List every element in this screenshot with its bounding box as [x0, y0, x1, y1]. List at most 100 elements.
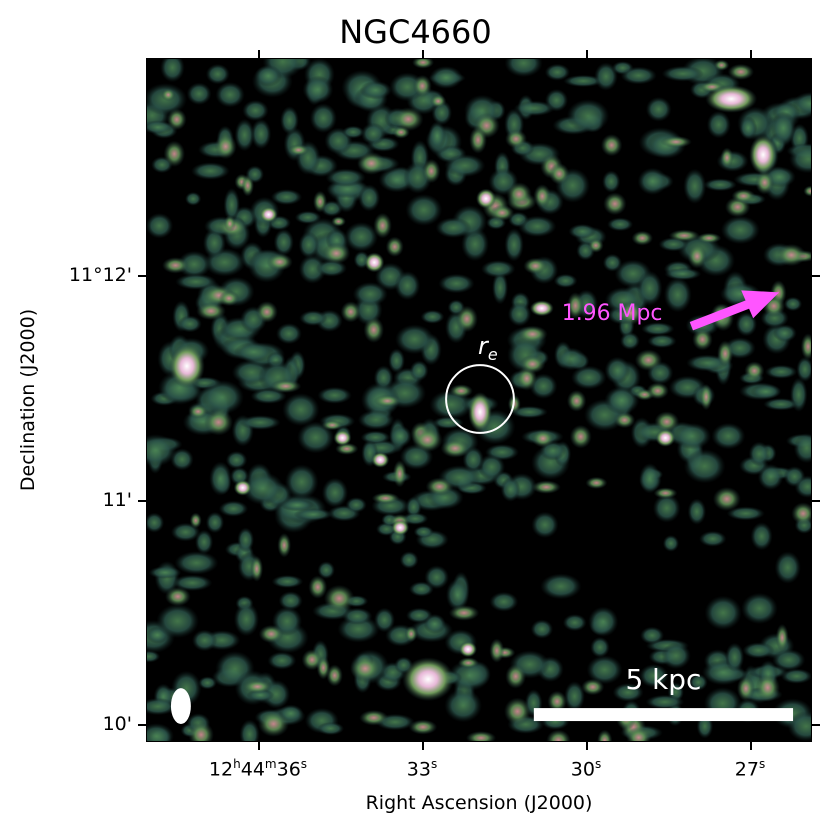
emission-blob: [174, 551, 219, 575]
emission-blob: [168, 344, 205, 389]
emission-blob: [564, 681, 585, 712]
emission-blob: [321, 477, 349, 508]
emission-blob: [385, 236, 404, 257]
emission-blob: [647, 334, 677, 349]
x-tick-bottom-1: [258, 742, 260, 750]
emission-blob: [214, 133, 237, 160]
emission-blob: [587, 238, 604, 253]
emission-blob: [505, 129, 528, 149]
emission-blob: [619, 331, 640, 350]
intensity-map: re 1.96 Mpc 5 kpc: [147, 59, 811, 741]
emission-blob: [408, 719, 438, 735]
emission-blob: [196, 302, 226, 321]
emission-blob: [661, 65, 704, 82]
emission-blob: [597, 729, 613, 741]
emission-blob: [793, 432, 811, 464]
emission-blob: [186, 82, 212, 106]
emission-blob: [683, 449, 726, 484]
emission-blob: [147, 512, 165, 533]
emission-blob: [392, 125, 410, 139]
emission-blob: [352, 281, 388, 307]
emission-blob: [243, 679, 272, 694]
emission-blob: [645, 96, 672, 122]
x-tick-bottom-3: [586, 742, 588, 750]
emission-blob: [646, 382, 669, 400]
emission-blob: [533, 184, 552, 209]
emission-blob: [345, 497, 367, 513]
emission-blob: [776, 243, 806, 267]
emission-blob: [566, 389, 587, 412]
emission-blob: [504, 228, 524, 262]
y-tick-left-1: [138, 275, 146, 277]
emission-blob: [147, 723, 175, 741]
emission-blob: [223, 215, 236, 233]
emission-blob: [258, 624, 284, 644]
emission-blob: [267, 651, 297, 670]
y-tick-left-2: [138, 500, 146, 502]
emission-blob: [223, 187, 240, 222]
emission-blob: [696, 232, 722, 244]
emission-blob: [162, 257, 189, 274]
emission-blob: [316, 656, 331, 680]
emission-blob: [147, 650, 161, 663]
emission-blob: [389, 425, 412, 448]
emission-blob: [297, 421, 335, 454]
x-tick-label-2: 33s: [406, 757, 438, 781]
emission-blob: [567, 292, 584, 320]
emission-blob: [660, 135, 692, 148]
emission-blob: [713, 59, 730, 71]
emission-blob: [317, 561, 335, 579]
emission-blob: [192, 629, 218, 652]
emission-blob: [309, 103, 337, 134]
emission-blob: [189, 512, 202, 529]
emission-blob: [504, 697, 531, 726]
x-axis-label: Right Ascension (J2000): [365, 792, 593, 814]
emission-blob: [742, 642, 775, 659]
emission-blob: [727, 63, 754, 81]
emission-blob: [258, 710, 290, 737]
emission-blob: [570, 365, 607, 390]
emission-blob: [275, 322, 302, 345]
emission-blob: [489, 638, 505, 663]
beam-ellipse: [170, 688, 191, 725]
x-tick-top-1: [258, 50, 260, 58]
emission-blob: [422, 158, 441, 184]
emission-blob: [639, 463, 661, 494]
emission-blob: [566, 99, 610, 133]
emission-blob: [620, 66, 657, 85]
emission-blob: [469, 126, 487, 154]
emission-blob: [459, 641, 478, 658]
emission-blob: [619, 300, 643, 326]
emission-blob: [259, 206, 278, 223]
emission-blob: [233, 602, 260, 637]
y-tick-right-3: [812, 724, 820, 726]
emission-blob: [663, 277, 692, 313]
emission-blob: [739, 116, 758, 140]
emission-blob: [333, 429, 352, 446]
emission-blob: [668, 229, 700, 242]
emission-blob: [209, 461, 232, 496]
emission-blob: [388, 348, 405, 374]
figure-title: NGC4660: [339, 13, 492, 51]
emission-blob: [604, 356, 631, 385]
emission-blob: [664, 267, 702, 281]
emission-blob: [287, 144, 310, 156]
emission-blob: [612, 683, 644, 702]
emission-blob: [147, 434, 177, 467]
emission-blob: [317, 721, 345, 736]
emission-blob: [198, 676, 217, 690]
emission-blob: [331, 216, 346, 227]
emission-blob: [789, 144, 811, 174]
emission-blob: [242, 99, 269, 122]
emission-blob: [241, 174, 255, 197]
emission-blob: [254, 64, 282, 87]
emission-blob: [531, 480, 561, 494]
emission-blob: [705, 84, 758, 113]
emission-blob: [344, 221, 379, 252]
emission-blob: [466, 731, 497, 741]
emission-blob: [357, 409, 395, 430]
emission-blob: [692, 328, 713, 351]
emission-blob: [317, 386, 352, 404]
emission-blob: [510, 405, 548, 419]
emission-blob: [748, 441, 770, 467]
